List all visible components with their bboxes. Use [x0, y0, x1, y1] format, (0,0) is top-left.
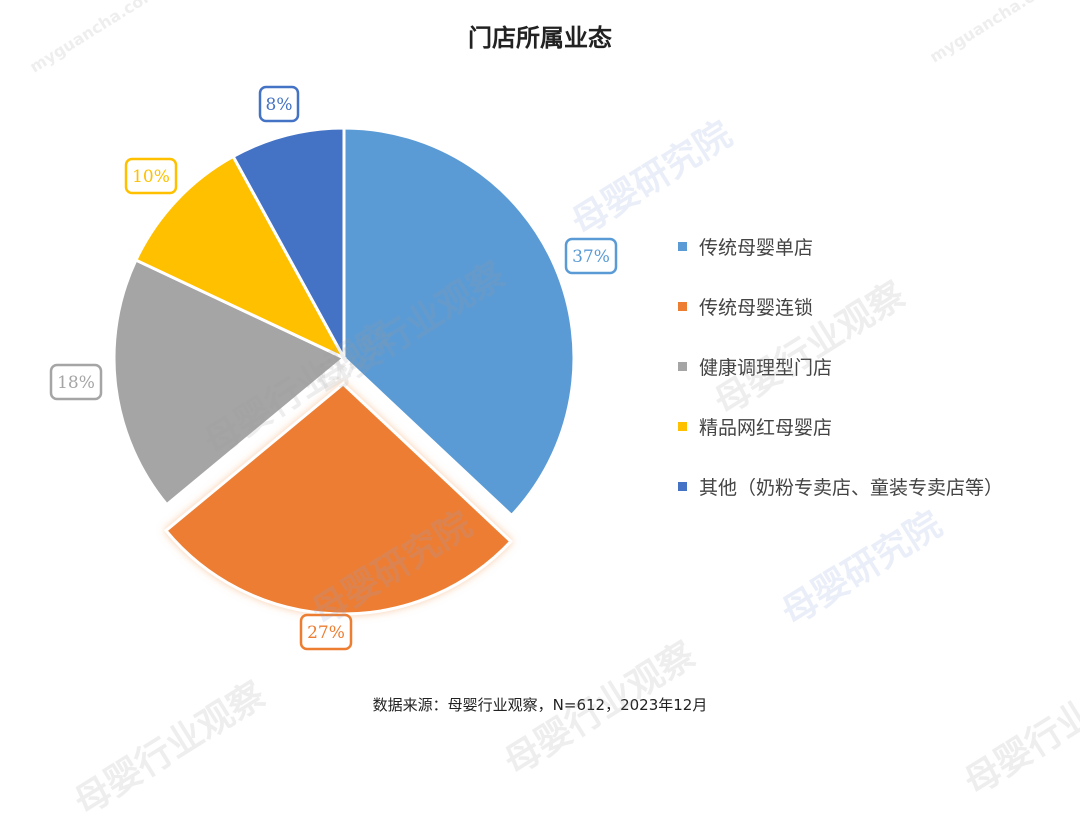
- legend-swatch: [678, 481, 687, 491]
- legend-item: 精品网红母婴店: [678, 396, 1003, 456]
- legend-label: 其他（奶粉专卖店、童装专卖店等）: [699, 476, 1004, 499]
- data-label-box: [299, 613, 353, 651]
- data-label: 10%: [132, 167, 170, 187]
- data-label-box: [124, 157, 178, 195]
- pie-slice: [231, 126, 346, 359]
- data-label-box: [258, 85, 300, 123]
- data-label-box: [49, 363, 103, 401]
- legend-label: 健康调理型门店: [699, 356, 833, 379]
- legend-swatch: [678, 421, 687, 431]
- data-label: 8%: [266, 95, 293, 115]
- pie-slice: [133, 154, 348, 362]
- legend-swatch: [678, 241, 687, 251]
- data-label: 37%: [572, 247, 610, 267]
- legend-item: 传统母婴连锁: [678, 276, 1003, 336]
- legend-label: 传统母婴连锁: [699, 296, 814, 319]
- chart-legend: 传统母婴单店 传统母婴连锁 健康调理型门店 精品网红母婴店其他（奶粉专卖店、童装专卖店…: [678, 216, 1003, 516]
- legend-label: 精品网红母婴店: [699, 416, 833, 439]
- data-label: 27%: [307, 623, 345, 643]
- legend-swatch: [678, 361, 687, 371]
- legend-item: 健康调理型门店: [678, 336, 1003, 396]
- legend-swatch: [678, 301, 687, 311]
- pie-slice: [342, 126, 576, 518]
- data-source-note: 数据来源：母婴行业观察，N=612，2023年12月: [372, 696, 708, 714]
- chart-title: 门店所属业态: [468, 23, 612, 52]
- legend-item: 传统母婴单店: [678, 216, 1003, 276]
- pie-slice: [112, 258, 347, 507]
- pie-chart: 37% 27% 18% 10% 8%: [49, 85, 618, 651]
- data-label: 18%: [57, 373, 95, 393]
- legend-item: 其他（奶粉专卖店、童装专卖店等）: [678, 456, 1003, 516]
- data-label-box: [564, 237, 618, 275]
- legend-label: 传统母婴单店: [699, 236, 814, 259]
